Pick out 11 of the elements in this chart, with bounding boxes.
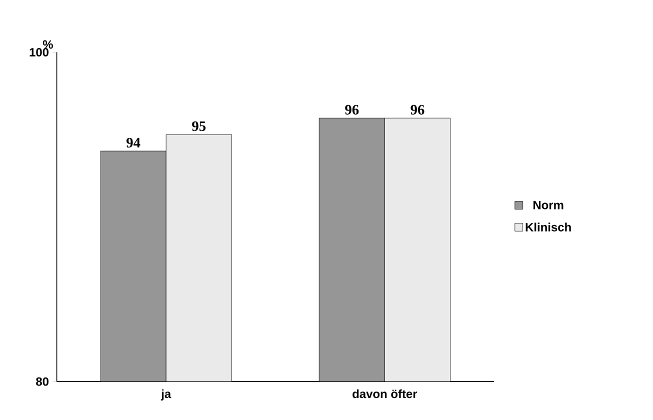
- y-axis-title: %: [42, 40, 53, 49]
- y-tick-label: 80: [36, 377, 49, 386]
- data-label: 94: [126, 138, 140, 148]
- y-tick-label: 100: [30, 48, 49, 57]
- data-label: 95: [192, 121, 206, 132]
- x-tick-label: ja: [160, 389, 172, 401]
- data-label: 96: [410, 104, 424, 115]
- legend-label: Klinisch: [526, 222, 571, 232]
- legend-label: Norm: [533, 201, 564, 210]
- x-tick-label: davon öfter: [352, 389, 418, 398]
- data-label: 96: [345, 104, 359, 115]
